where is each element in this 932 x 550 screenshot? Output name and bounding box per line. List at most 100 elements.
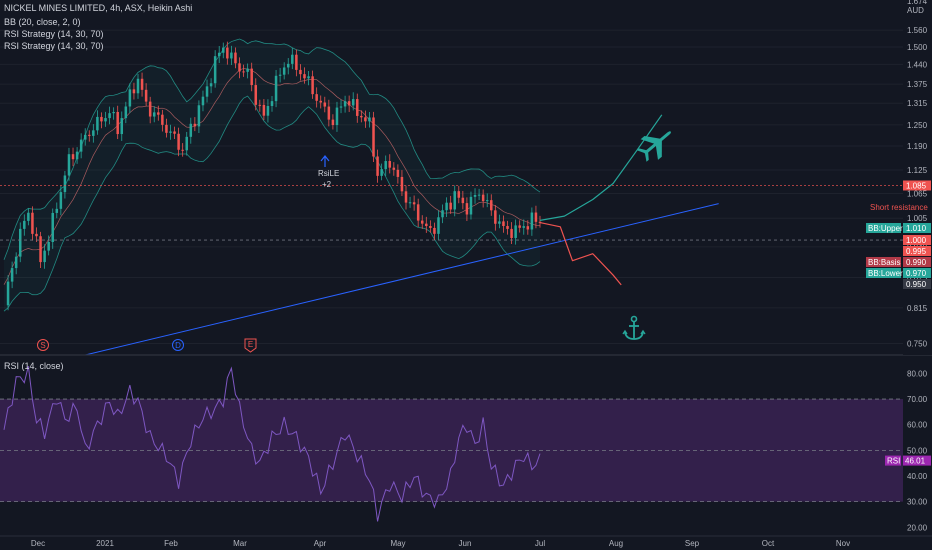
candle-body[interactable] [152, 112, 156, 117]
candle-body[interactable] [437, 217, 440, 234]
candle-body[interactable] [35, 233, 38, 237]
candle-body[interactable] [246, 68, 249, 72]
candle-body[interactable] [425, 223, 428, 227]
candle-body[interactable] [234, 52, 237, 64]
candle-body[interactable] [303, 74, 306, 79]
candle-body[interactable] [270, 101, 274, 107]
candle-body[interactable] [197, 105, 201, 127]
candle-body[interactable] [433, 227, 436, 234]
candle-body[interactable] [169, 131, 172, 133]
candle-body[interactable] [181, 149, 184, 151]
candle-body[interactable] [506, 226, 509, 229]
candle-body[interactable] [71, 154, 75, 160]
candle-body[interactable] [518, 225, 521, 228]
candle-body[interactable] [339, 106, 343, 108]
candle-body[interactable] [351, 99, 355, 106]
candle-body[interactable] [457, 191, 461, 198]
candle-body[interactable] [140, 78, 144, 90]
candle-body[interactable] [128, 89, 132, 107]
candle-body[interactable] [63, 175, 67, 193]
candle-body[interactable] [384, 161, 387, 170]
candle-body[interactable] [165, 124, 168, 133]
candle-body[interactable] [31, 212, 34, 234]
candle-body[interactable] [79, 139, 83, 152]
indicator-rsi-strategy-1[interactable]: RSI Strategy (14, 30, 70) [4, 29, 104, 39]
candle-body[interactable] [534, 212, 538, 222]
candle-body[interactable] [360, 115, 363, 118]
candle-body[interactable] [307, 76, 310, 79]
candle-body[interactable] [327, 106, 331, 120]
candle-body[interactable] [490, 200, 493, 211]
candle-body[interactable] [396, 169, 400, 177]
candle-body[interactable] [282, 67, 286, 75]
price-axis[interactable]: 1.560 1.500 1.440 1.375 1.315 1.250 1.190 1.125… [903, 0, 932, 355]
candle-body[interactable] [250, 68, 253, 86]
candles[interactable] [6, 41, 542, 311]
candle-body[interactable] [372, 117, 375, 157]
candle-body[interactable] [23, 220, 26, 229]
candle-body[interactable] [136, 78, 140, 94]
bearish-projection-path[interactable] [539, 221, 622, 286]
candle-body[interactable] [291, 54, 294, 64]
candle-body[interactable] [510, 228, 513, 238]
candle-body[interactable] [209, 83, 213, 87]
candle-body[interactable] [526, 226, 530, 230]
candle-body[interactable] [148, 101, 152, 117]
candle-body[interactable] [420, 220, 424, 224]
candle-body[interactable] [100, 116, 103, 122]
candle-body[interactable] [254, 85, 258, 105]
candle-body[interactable] [238, 63, 241, 72]
candle-body[interactable] [388, 161, 392, 168]
candle-body[interactable] [392, 167, 396, 170]
candle-body[interactable] [356, 99, 359, 116]
candle-body[interactable] [226, 47, 229, 59]
candle-body[interactable] [201, 96, 205, 106]
candle-body[interactable] [502, 221, 505, 227]
candle-body[interactable] [217, 52, 221, 57]
symbol-title[interactable]: NICKEL MINES LIMITED, 4h, ASX, Heikin As… [4, 3, 193, 13]
candle-body[interactable] [404, 191, 408, 203]
event-marker-e[interactable]: E [244, 338, 257, 353]
candle-body[interactable] [173, 131, 176, 134]
rsi-pane-title[interactable]: RSI (14, close) [4, 361, 64, 371]
candle-body[interactable] [429, 226, 432, 228]
candle-body[interactable] [473, 194, 477, 197]
candle-body[interactable] [416, 204, 420, 221]
candle-body[interactable] [498, 221, 501, 224]
candle-body[interactable] [319, 100, 322, 103]
candle-body[interactable] [449, 202, 452, 210]
candle-body[interactable] [83, 134, 87, 140]
candle-body[interactable] [88, 134, 91, 136]
candle-body[interactable] [286, 63, 290, 68]
candle-body[interactable] [92, 130, 95, 136]
candle-body[interactable] [10, 268, 14, 282]
candle-body[interactable] [274, 75, 278, 102]
candle-body[interactable] [465, 203, 469, 215]
candle-body[interactable] [315, 94, 318, 101]
candle-body[interactable] [230, 52, 233, 59]
candle-body[interactable] [213, 56, 217, 84]
candle-body[interactable] [124, 106, 128, 119]
candle-body[interactable] [400, 176, 404, 192]
candle-body[interactable] [112, 111, 115, 114]
candle-body[interactable] [477, 194, 481, 196]
event-marker-d[interactable]: D [172, 339, 184, 351]
candle-body[interactable] [530, 212, 534, 230]
bullish-projection-path[interactable] [539, 114, 663, 221]
candle-body[interactable] [514, 225, 517, 238]
candle-body[interactable] [343, 101, 347, 107]
candle-body[interactable] [266, 106, 270, 116]
candle-body[interactable] [75, 151, 79, 160]
support-trendline[interactable] [85, 203, 719, 356]
candle-body[interactable] [376, 156, 379, 176]
candle-body[interactable] [380, 169, 383, 176]
candle-body[interactable] [157, 112, 160, 115]
candle-body[interactable] [331, 119, 335, 126]
candle-body[interactable] [469, 196, 473, 215]
candle-body[interactable] [59, 192, 63, 209]
candle-body[interactable] [67, 154, 71, 176]
candle-body[interactable] [39, 236, 42, 263]
candle-body[interactable] [27, 212, 30, 221]
candle-body[interactable] [161, 114, 164, 125]
candle-body[interactable] [453, 191, 456, 210]
